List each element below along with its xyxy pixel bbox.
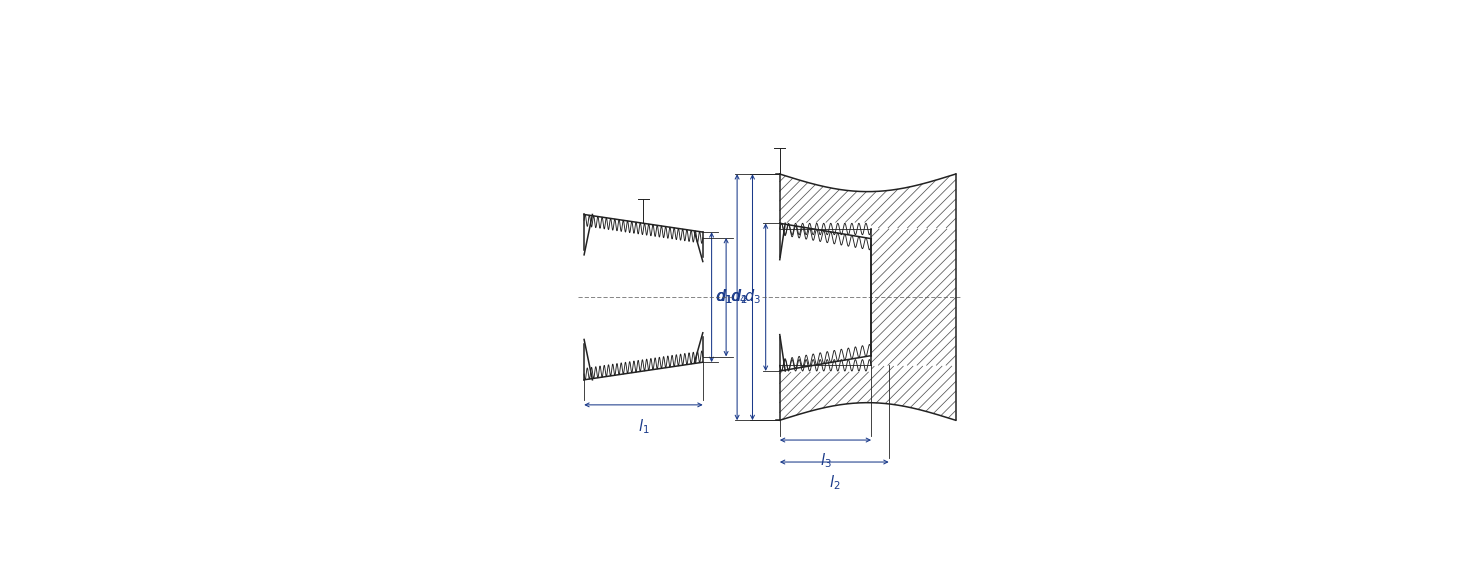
Text: $d_2$: $d_2$ [731,288,747,307]
Text: $d_3$: $d_3$ [744,288,760,307]
Text: $l_3$: $l_3$ [820,451,832,470]
Text: $l_2$: $l_2$ [829,473,839,492]
Text: $d_4$: $d_4$ [731,288,747,307]
Text: $l_1$: $l_1$ [638,417,650,436]
Text: $d_1$: $d_1$ [716,288,732,307]
Text: $d_1$: $d_1$ [714,288,732,307]
